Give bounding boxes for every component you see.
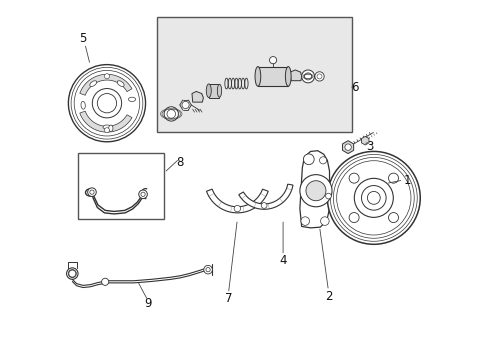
Circle shape	[182, 102, 189, 109]
Circle shape	[261, 203, 266, 208]
Circle shape	[301, 70, 314, 83]
Ellipse shape	[206, 84, 211, 98]
Circle shape	[69, 270, 76, 277]
Circle shape	[90, 190, 94, 194]
Bar	[257, 67, 287, 86]
Circle shape	[205, 267, 210, 272]
Circle shape	[203, 265, 212, 274]
Circle shape	[388, 212, 398, 222]
Polygon shape	[238, 184, 292, 209]
Circle shape	[314, 72, 324, 81]
Bar	[78, 153, 164, 219]
Circle shape	[166, 110, 175, 118]
Circle shape	[300, 217, 309, 225]
Text: 8: 8	[176, 156, 183, 169]
Circle shape	[348, 173, 358, 183]
Ellipse shape	[217, 84, 221, 97]
Polygon shape	[299, 151, 329, 228]
Ellipse shape	[255, 67, 260, 86]
Circle shape	[361, 185, 386, 210]
Ellipse shape	[90, 81, 97, 86]
Text: 6: 6	[350, 81, 358, 94]
Circle shape	[92, 89, 122, 118]
Circle shape	[366, 192, 380, 204]
Circle shape	[303, 154, 313, 165]
Text: 3: 3	[366, 140, 373, 153]
Circle shape	[326, 152, 419, 244]
Circle shape	[102, 278, 108, 285]
Polygon shape	[290, 70, 301, 81]
Ellipse shape	[108, 125, 113, 131]
Polygon shape	[206, 189, 268, 213]
Circle shape	[104, 74, 109, 79]
Circle shape	[139, 190, 147, 199]
Polygon shape	[192, 91, 203, 102]
Text: 2: 2	[324, 289, 331, 303]
Text: 4: 4	[279, 254, 286, 267]
Ellipse shape	[117, 81, 124, 86]
Bar	[208, 84, 219, 98]
Circle shape	[320, 217, 328, 225]
Text: 7: 7	[224, 292, 232, 305]
Circle shape	[325, 193, 331, 199]
Circle shape	[97, 94, 116, 113]
Circle shape	[388, 173, 398, 183]
Circle shape	[68, 64, 145, 142]
Circle shape	[305, 181, 325, 201]
Circle shape	[104, 128, 109, 133]
Circle shape	[304, 73, 311, 80]
Ellipse shape	[285, 67, 290, 86]
Circle shape	[344, 144, 350, 150]
Polygon shape	[342, 141, 353, 154]
Text: 5: 5	[79, 32, 86, 45]
Polygon shape	[80, 74, 132, 95]
Circle shape	[269, 57, 276, 64]
Bar	[157, 18, 351, 132]
Text: 9: 9	[144, 297, 151, 310]
Polygon shape	[80, 111, 132, 132]
Circle shape	[299, 175, 331, 207]
Text: 1: 1	[403, 174, 410, 186]
Circle shape	[354, 178, 392, 217]
Circle shape	[234, 205, 240, 212]
Circle shape	[319, 157, 326, 164]
Circle shape	[141, 192, 145, 197]
Circle shape	[348, 212, 358, 222]
Polygon shape	[361, 136, 368, 145]
Circle shape	[316, 74, 322, 79]
Ellipse shape	[81, 102, 85, 109]
Ellipse shape	[103, 125, 111, 129]
Circle shape	[164, 107, 178, 121]
Circle shape	[87, 188, 96, 197]
Ellipse shape	[128, 97, 135, 102]
